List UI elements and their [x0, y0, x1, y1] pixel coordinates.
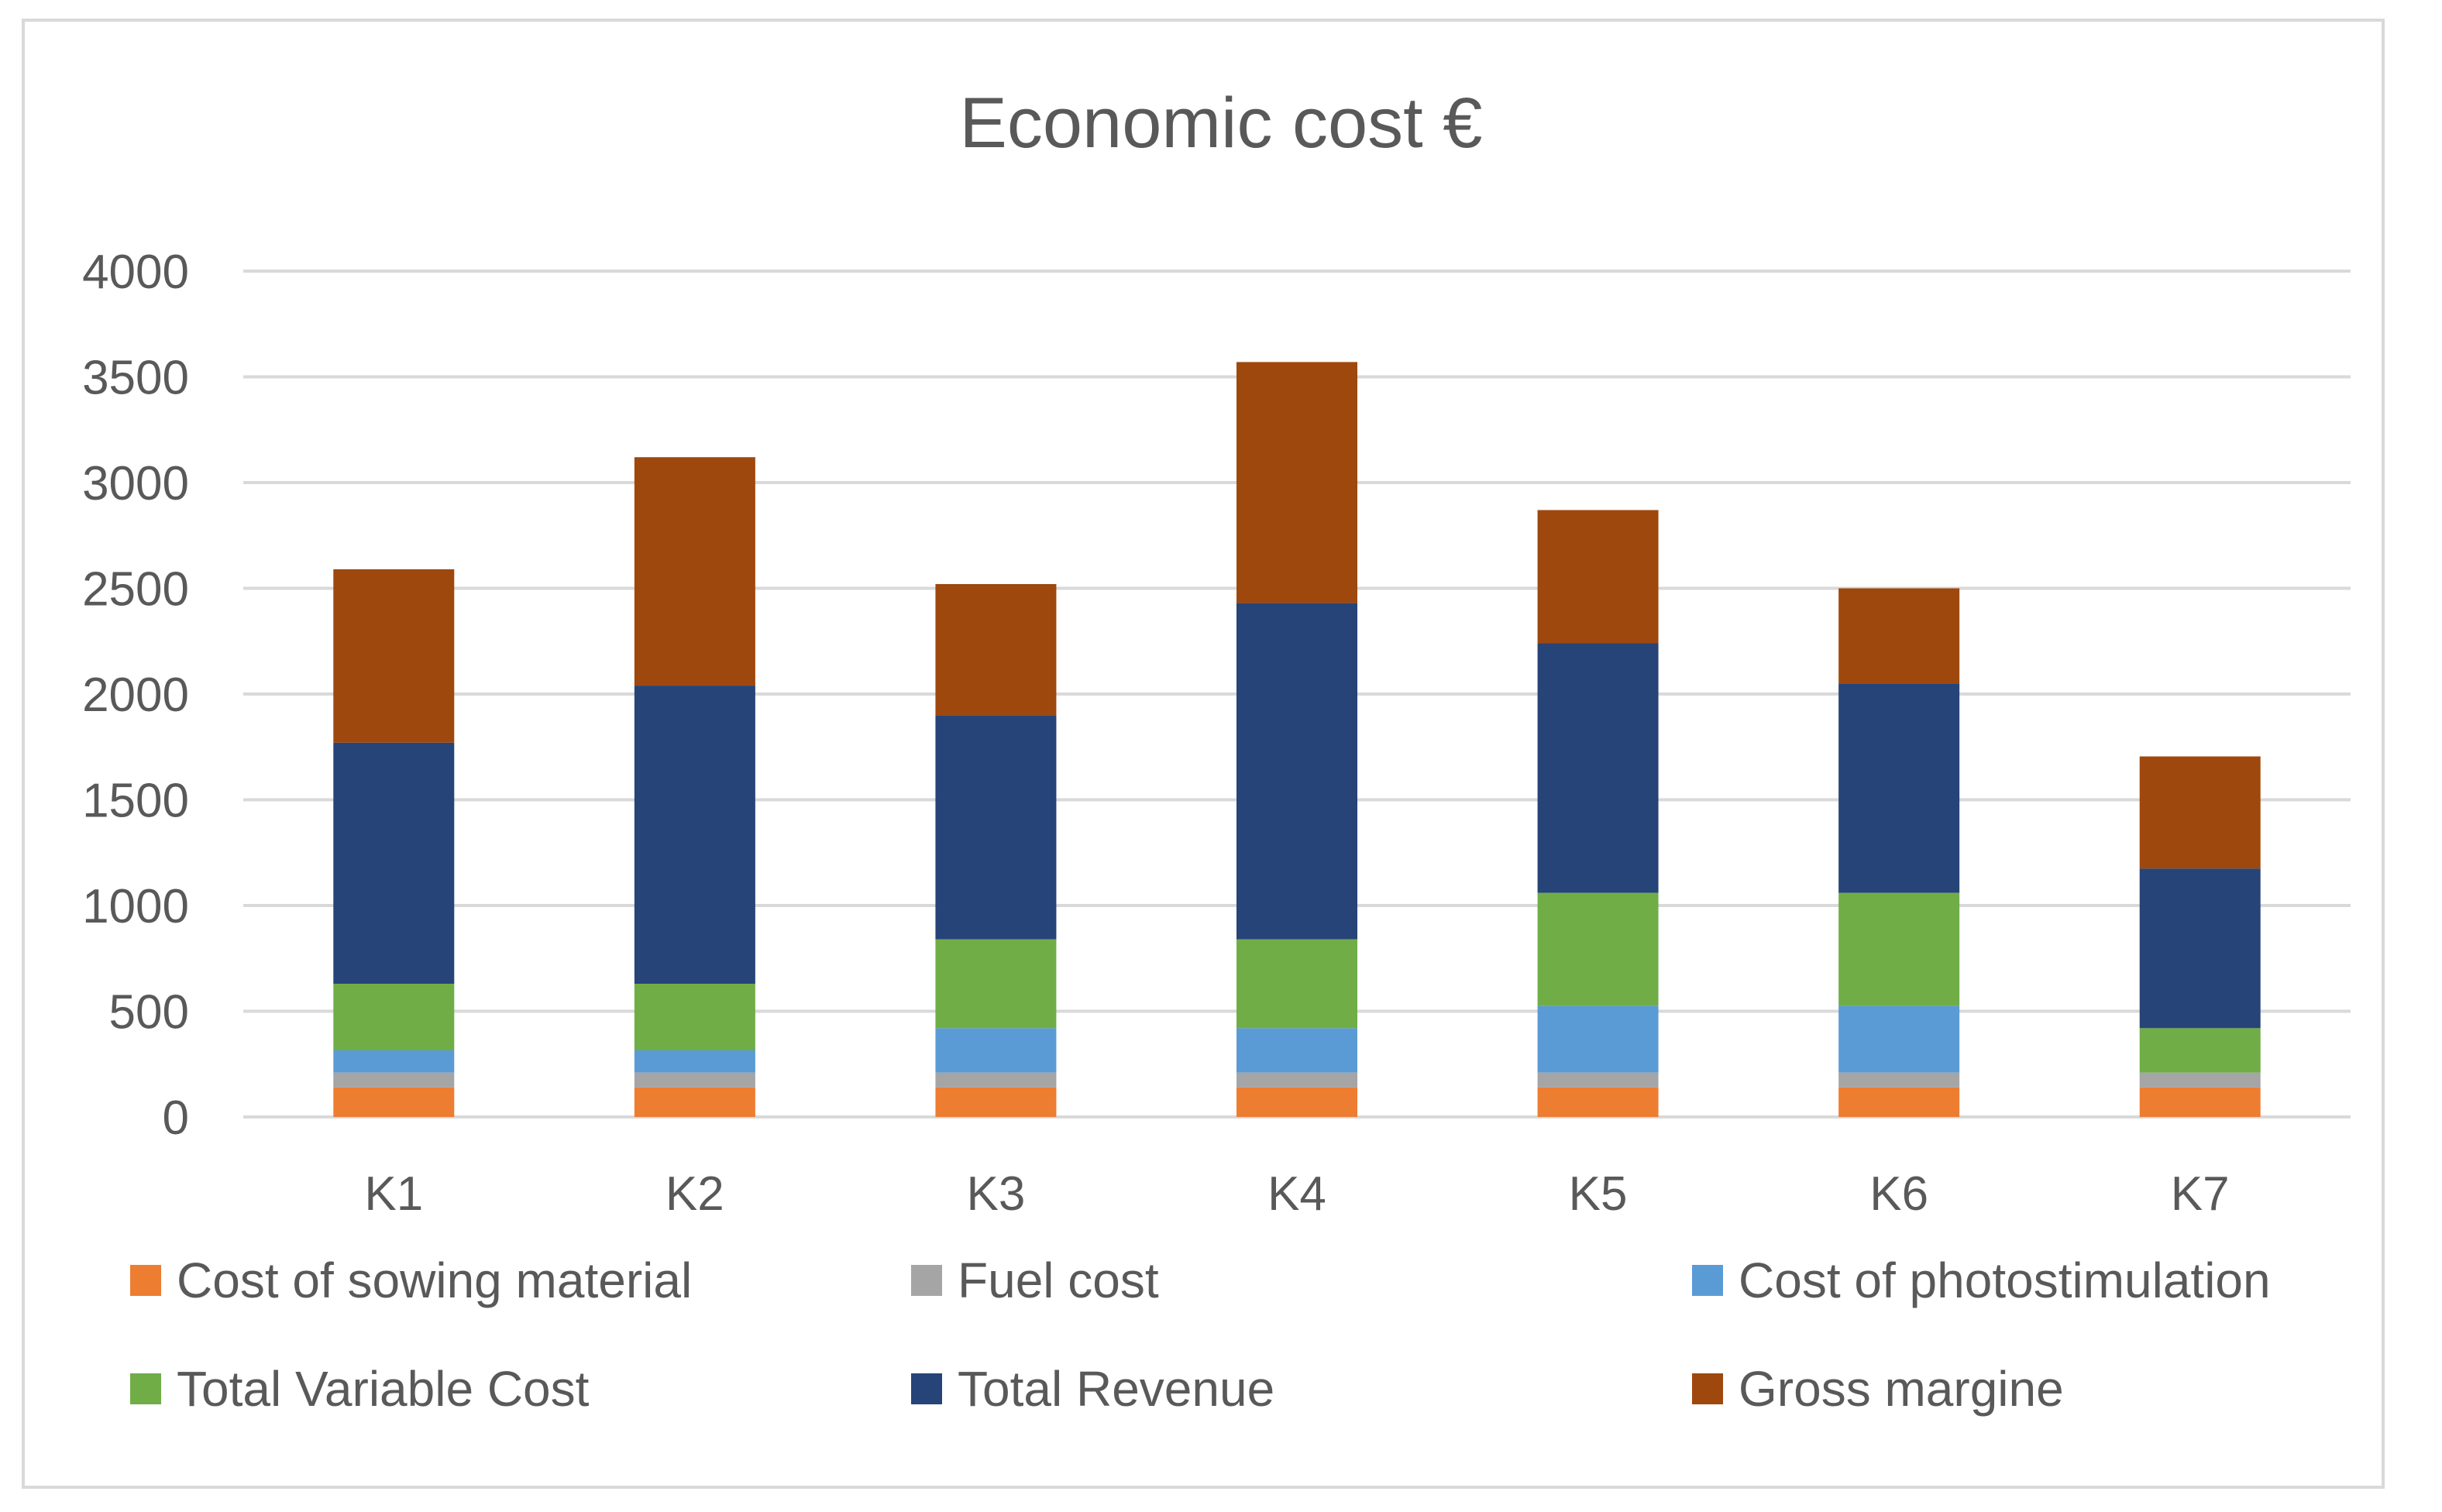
- bar-k7-series-0: [2139, 1087, 2261, 1117]
- bar-k6-series-0: [1838, 1087, 1960, 1117]
- bar-k7-series-3: [2139, 1028, 2261, 1073]
- bar-k5-series-5: [1537, 510, 1659, 644]
- bar-k5-series-3: [1537, 892, 1659, 1006]
- chart-title: Economic cost €: [960, 84, 1483, 163]
- bar-k3-series-1: [935, 1072, 1057, 1088]
- bar-k7-series-1: [2139, 1072, 2261, 1088]
- x-tick-label: K3: [967, 1167, 1026, 1221]
- bar-k4-series-0: [1236, 1087, 1357, 1117]
- legend: Cost of sowing material Fuel cost Cost of …: [130, 1253, 2271, 1417]
- x-axis: K1 K2 K3 K4 K5 K6 K7: [364, 1167, 2229, 1221]
- legend-swatch: [911, 1265, 942, 1296]
- bar-k7-series-4: [2139, 868, 2261, 1029]
- bar-k4-series-5: [1236, 362, 1357, 603]
- legend-swatch: [1692, 1373, 1723, 1404]
- x-tick-label: K6: [1869, 1167, 1928, 1221]
- bar-k1-series-3: [333, 984, 455, 1051]
- y-tick-label: 500: [109, 986, 189, 1040]
- legend-label: Total Variable Cost: [177, 1361, 590, 1417]
- x-tick-label: K7: [2171, 1167, 2230, 1221]
- bar-k2-series-3: [634, 984, 755, 1051]
- bar-k1-series-0: [333, 1087, 455, 1117]
- bar-k4-series-4: [1236, 603, 1357, 940]
- legend-label: Cost of sowing material: [177, 1253, 692, 1308]
- bar-k5-series-0: [1537, 1087, 1659, 1117]
- legend-swatch: [1692, 1265, 1723, 1296]
- bar-k2-series-5: [634, 457, 755, 686]
- bar-k5-series-4: [1537, 643, 1659, 893]
- bar-k4-series-1: [1236, 1072, 1357, 1088]
- legend-label: Fuel cost: [958, 1253, 1159, 1308]
- bar-k3-series-4: [935, 715, 1057, 940]
- y-tick-label: 2500: [82, 563, 189, 617]
- bar-k3-series-0: [935, 1087, 1057, 1117]
- bar-k5-series-1: [1537, 1072, 1659, 1088]
- bar-series: [333, 362, 2261, 1117]
- y-tick-label: 4000: [82, 246, 189, 299]
- y-tick-label: 3000: [82, 457, 189, 510]
- bar-k1-series-4: [333, 742, 455, 985]
- x-tick-label: K2: [666, 1167, 724, 1221]
- x-tick-label: K4: [1267, 1167, 1326, 1221]
- legend-label: Total Revenue: [958, 1361, 1274, 1417]
- x-tick-label: K5: [1569, 1167, 1628, 1221]
- y-tick-label: 0: [163, 1091, 189, 1145]
- bar-k3-series-5: [935, 584, 1057, 716]
- y-tick-label: 1000: [82, 880, 189, 933]
- bar-k6-series-4: [1838, 683, 1960, 893]
- bar-k2-series-0: [634, 1087, 755, 1117]
- legend-label: Gross margine: [1739, 1361, 2064, 1417]
- bar-k3-series-2: [935, 1028, 1057, 1073]
- bar-k6-series-3: [1838, 892, 1960, 1006]
- bar-k5-series-2: [1537, 1005, 1659, 1073]
- legend-swatch: [911, 1373, 942, 1404]
- y-tick-label: 2000: [82, 668, 189, 722]
- legend-swatch: [130, 1265, 161, 1296]
- y-tick-label: 3500: [82, 352, 189, 405]
- bar-k4-series-3: [1236, 939, 1357, 1029]
- y-tick-label: 1500: [82, 775, 189, 828]
- bar-k1-series-5: [333, 569, 455, 743]
- bar-k7-series-5: [2139, 756, 2261, 869]
- legend-swatch: [130, 1373, 161, 1404]
- legend-label: Cost of photostimulation: [1739, 1253, 2271, 1308]
- bar-k2-series-4: [634, 686, 755, 985]
- bar-k6-series-2: [1838, 1005, 1960, 1073]
- bar-k6-series-1: [1838, 1072, 1960, 1088]
- bar-k2-series-1: [634, 1072, 755, 1088]
- bar-k6-series-5: [1838, 588, 1960, 684]
- bar-k2-series-2: [634, 1050, 755, 1073]
- y-axis: 0 500 1000 1500 2000 2500 3000 3500 4000: [82, 246, 189, 1145]
- bar-k3-series-3: [935, 939, 1057, 1029]
- bar-k4-series-2: [1236, 1028, 1357, 1073]
- x-tick-label: K1: [364, 1167, 423, 1221]
- bar-k1-series-2: [333, 1050, 455, 1073]
- bar-k1-series-1: [333, 1072, 455, 1088]
